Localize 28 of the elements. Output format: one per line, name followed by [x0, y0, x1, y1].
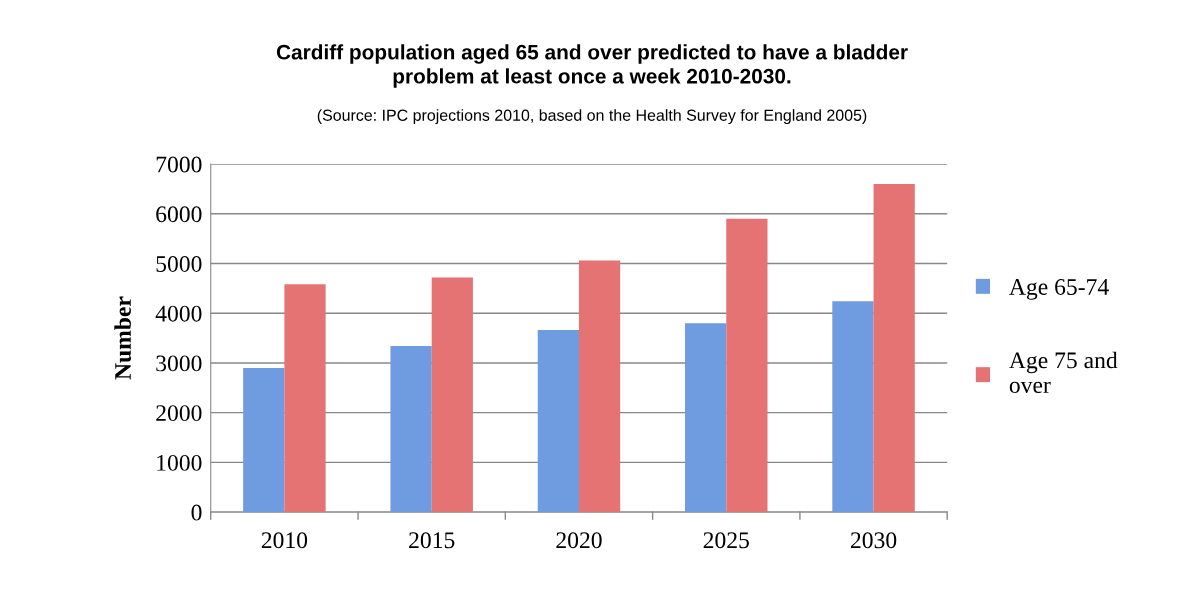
x-tick-label: 2010 — [261, 532, 308, 549]
bar — [537, 330, 579, 513]
y-tick-label: 1000 — [157, 454, 202, 471]
legend-label: Age 65-74 — [1009, 279, 1109, 300]
y-axis-title: Number — [114, 296, 132, 380]
y-tick-label: 4000 — [155, 305, 202, 322]
y-tick-label: 5000 — [156, 255, 202, 272]
bar — [726, 218, 768, 513]
y-tick-label: 2000 — [156, 405, 202, 422]
bar — [390, 346, 432, 513]
y-tick-label: 6000 — [156, 206, 202, 223]
y-tick-label: 7000 — [156, 156, 202, 173]
bar — [284, 284, 326, 513]
y-tick-label: 3000 — [156, 355, 202, 372]
x-tick-label: 2015 — [409, 532, 455, 549]
chart-title: Cardiff population aged 65 and over predicted to have a bladder problem at least once a week 2010-2030. — [276, 44, 908, 88]
legend-label: Age 75 and over — [1009, 351, 1118, 394]
x-tick-label: 2030 — [850, 532, 897, 549]
y-tick-label: 0 — [191, 504, 202, 521]
bar — [431, 277, 473, 513]
x-tick-label: 2025 — [703, 532, 749, 549]
chart-subtitle: (Source: IPC projections 2010, based on the Health Survey for England 2005) — [317, 109, 867, 125]
x-tick-label: 2020 — [556, 532, 602, 549]
bar — [243, 367, 285, 513]
bar — [685, 323, 727, 513]
bar — [578, 260, 621, 513]
bar — [873, 183, 915, 513]
bar — [832, 301, 874, 513]
